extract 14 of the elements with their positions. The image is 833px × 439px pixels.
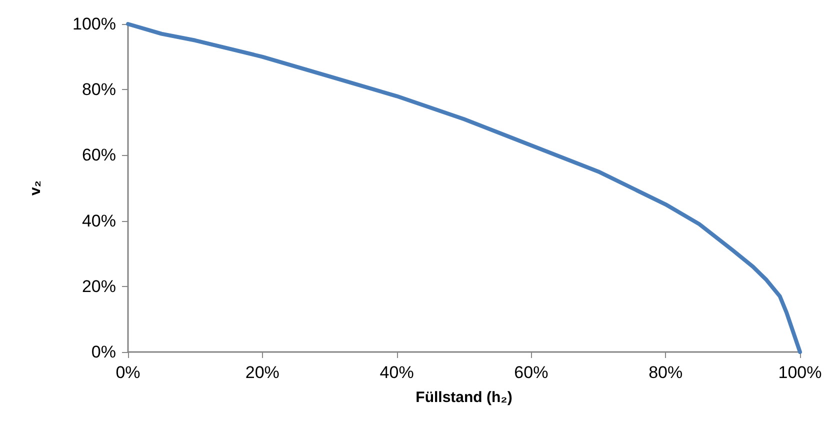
y-tick-label: 20% [82,276,116,296]
y-tick-label: 100% [72,14,116,34]
y-tick-label: 80% [82,80,116,100]
x-tick-label: 60% [514,363,548,382]
x-tick-label: 80% [648,363,683,382]
y-axis-title: v₂ [27,180,44,196]
x-tick-label: 40% [380,363,414,382]
x-tick-label: 20% [245,363,280,382]
y-tick-label: 0% [91,342,116,362]
x-tick-label: 0% [116,363,140,382]
x-tick-label: 100% [778,363,822,382]
y-tick-label: 60% [82,146,116,165]
x-axis-title: Füllstand (h₂) [416,389,512,406]
y-tick-label: 40% [82,211,116,230]
